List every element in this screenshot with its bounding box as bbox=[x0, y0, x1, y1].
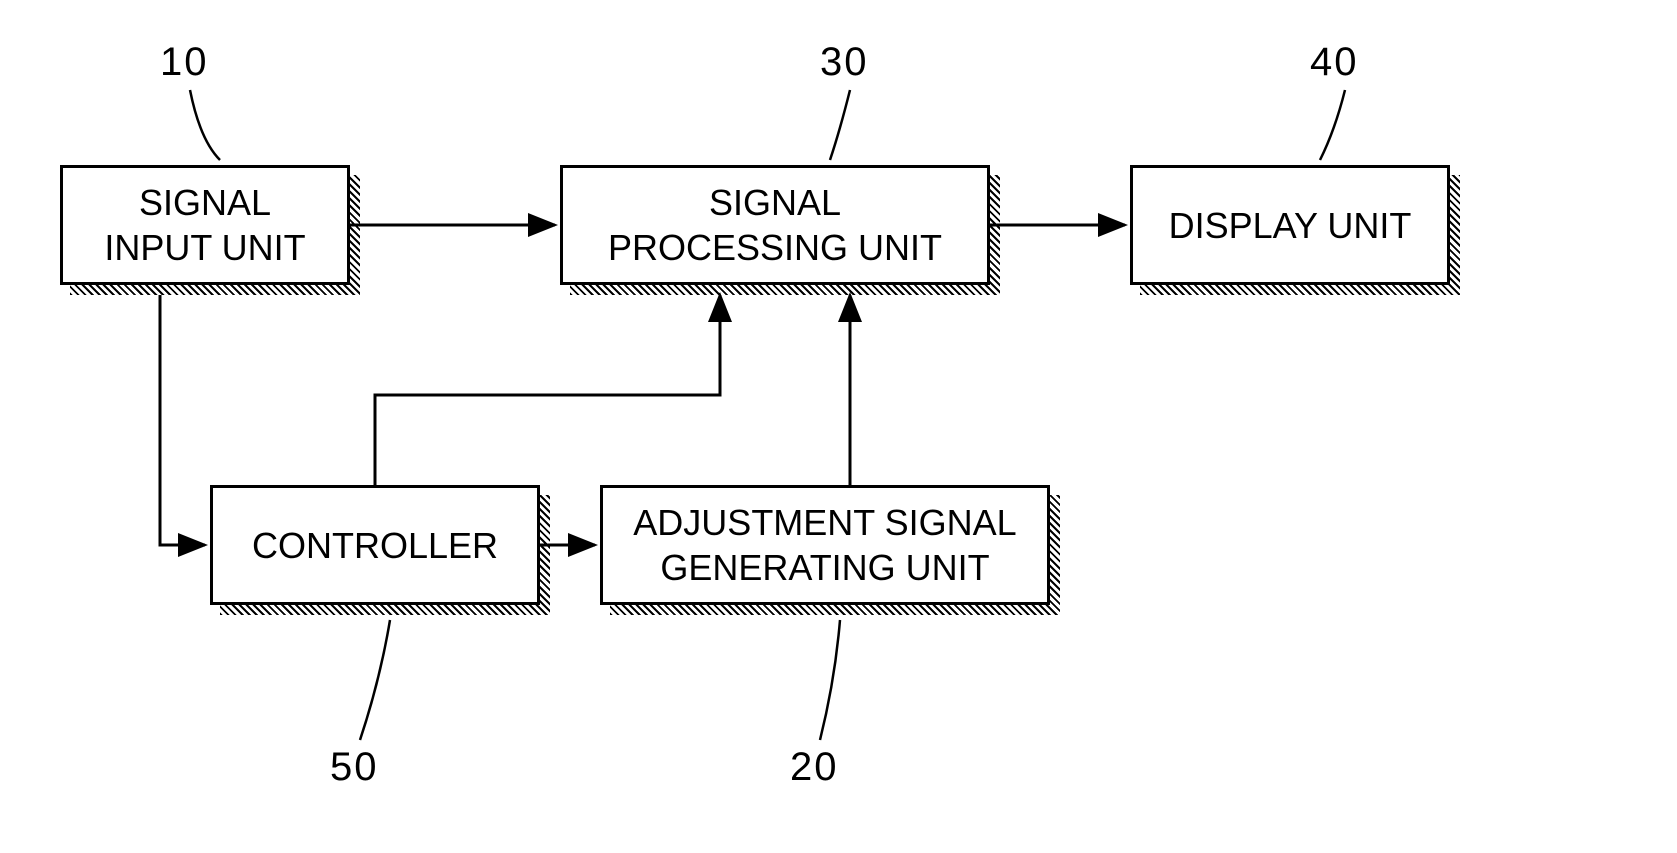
leader-line bbox=[830, 90, 850, 160]
leader-line bbox=[360, 620, 390, 740]
adjustment-signal-generating-unit-block: ADJUSTMENT SIGNAL GENERATING UNIT bbox=[600, 485, 1050, 605]
ref-number: 10 bbox=[160, 40, 209, 85]
signal-input-unit-block: SIGNAL INPUT UNIT bbox=[60, 165, 350, 285]
leader-line bbox=[190, 90, 220, 160]
block-label: SIGNAL PROCESSING UNIT bbox=[608, 180, 942, 270]
block-label: ADJUSTMENT SIGNAL GENERATING UNIT bbox=[633, 500, 1016, 590]
block-label: CONTROLLER bbox=[252, 523, 498, 568]
ref-number: 50 bbox=[330, 745, 379, 790]
ref-number: 20 bbox=[790, 745, 839, 790]
leader-line bbox=[820, 620, 840, 740]
block-label: SIGNAL INPUT UNIT bbox=[104, 180, 305, 270]
edge bbox=[375, 295, 720, 485]
ref-number: 30 bbox=[820, 40, 869, 85]
controller-block: CONTROLLER bbox=[210, 485, 540, 605]
diagram-canvas: SIGNAL INPUT UNIT SIGNAL PROCESSING UNIT… bbox=[0, 0, 1677, 853]
block-label: DISPLAY UNIT bbox=[1169, 203, 1412, 248]
connections-layer bbox=[0, 0, 1677, 853]
display-unit-block: DISPLAY UNIT bbox=[1130, 165, 1450, 285]
signal-processing-unit-block: SIGNAL PROCESSING UNIT bbox=[560, 165, 990, 285]
edge bbox=[160, 295, 205, 545]
leader-line bbox=[1320, 90, 1345, 160]
ref-number: 40 bbox=[1310, 40, 1359, 85]
